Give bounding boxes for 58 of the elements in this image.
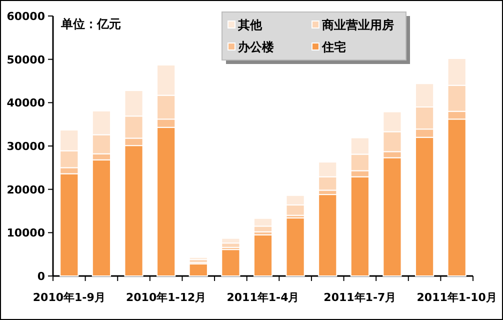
bar — [382, 131, 402, 152]
bar — [414, 83, 434, 108]
bar — [447, 58, 466, 86]
bar — [92, 134, 112, 154]
bar — [350, 154, 370, 172]
bar — [318, 194, 338, 276]
bar — [124, 90, 144, 117]
bar — [350, 176, 370, 276]
annotation: 单位：亿元 — [60, 17, 121, 31]
legend-label: 其他 — [237, 18, 263, 32]
x-tick-label: 2011年1-7月 — [324, 291, 396, 304]
y-tick-label: 30000 — [6, 140, 46, 153]
bar — [253, 226, 273, 232]
bar — [414, 136, 434, 276]
bar — [156, 94, 176, 120]
bar — [124, 145, 144, 276]
bar — [156, 118, 176, 128]
y-tick-label: 50000 — [6, 53, 46, 66]
bar — [156, 126, 176, 276]
bar — [124, 138, 144, 146]
bar — [221, 238, 240, 244]
bar — [92, 110, 112, 136]
y-tick-label: 20000 — [6, 183, 46, 196]
y-tick-label: 60000 — [6, 10, 46, 23]
x-tick-label: 2011年1-4月 — [226, 291, 300, 304]
bar — [221, 249, 240, 276]
bar — [92, 159, 112, 276]
bar — [318, 176, 338, 191]
legend-label: 办公楼 — [237, 40, 275, 54]
bar — [286, 217, 305, 276]
bar — [188, 256, 208, 260]
bar — [124, 116, 144, 139]
bar — [188, 263, 208, 276]
legend-label: 商业营业用房 — [321, 18, 394, 32]
x-tick-label: 2010年1-12月 — [126, 291, 206, 304]
legend-label: 住宅 — [321, 40, 346, 54]
bar — [286, 194, 305, 206]
bar — [60, 150, 79, 168]
bar — [253, 234, 273, 276]
x-tick-label: 2011年1-10月 — [416, 291, 497, 304]
bar — [60, 129, 79, 152]
bar — [414, 128, 434, 138]
bar — [253, 218, 273, 227]
x-tick-label: 2010年1-9月 — [32, 291, 106, 304]
bar — [350, 137, 370, 155]
y-tick-label: 0 — [37, 270, 46, 283]
bar — [414, 106, 434, 130]
bar — [382, 111, 402, 132]
bar — [60, 173, 79, 276]
bar — [286, 204, 305, 216]
bar — [447, 84, 466, 112]
y-tick-label: 10000 — [6, 226, 46, 240]
y-tick-label: 40000 — [6, 96, 46, 110]
bar — [382, 157, 402, 276]
bar — [318, 162, 338, 178]
bar — [447, 118, 466, 276]
bar — [350, 170, 370, 178]
bar — [156, 64, 176, 96]
